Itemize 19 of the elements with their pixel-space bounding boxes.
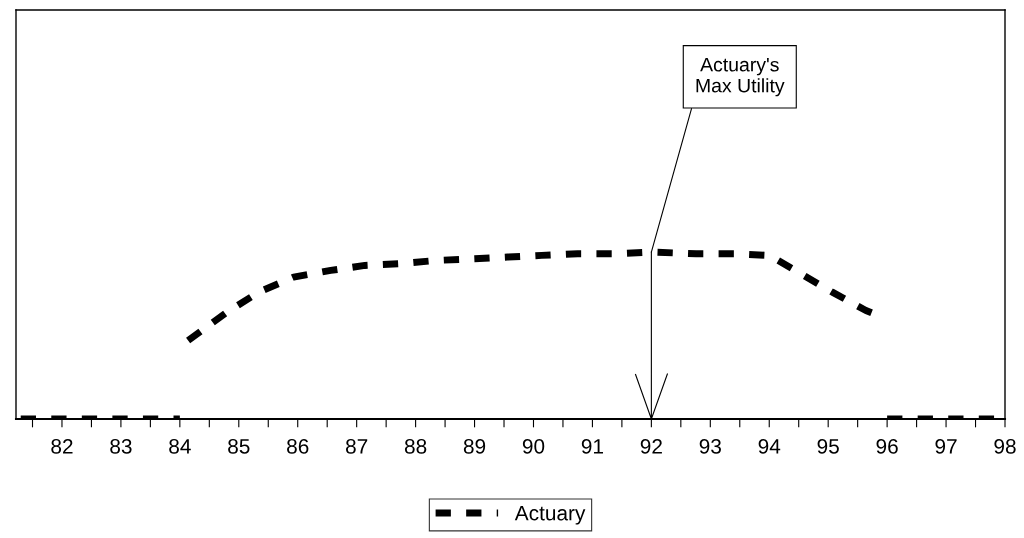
x-tick-label: 93 [699, 438, 721, 454]
x-tick-label: 92 [640, 438, 662, 454]
x-tick-label: 87 [345, 438, 368, 454]
x-tick-label: 91 [581, 438, 603, 454]
x-tick-label: 83 [110, 438, 132, 454]
x-tick-label: 95 [817, 438, 839, 454]
x-tick-label: 96 [876, 438, 898, 454]
x-tick-label: 90 [522, 438, 545, 454]
annotation: Actuary's Max Utility [696, 57, 785, 97]
x-tick-label: 85 [228, 438, 250, 454]
x-tick-label: 98 [994, 438, 1016, 454]
x-tick-label: 89 [463, 438, 486, 454]
x-tick-label: 82 [51, 438, 73, 454]
legend-label: Actuary [514, 505, 586, 525]
x-tick-label: 84 [169, 438, 191, 454]
x-tick-label: 86 [287, 438, 309, 454]
x-tick-label: 97 [935, 438, 957, 454]
x-tick-label: 88 [404, 438, 427, 454]
x-tick-label: 94 [758, 438, 781, 454]
